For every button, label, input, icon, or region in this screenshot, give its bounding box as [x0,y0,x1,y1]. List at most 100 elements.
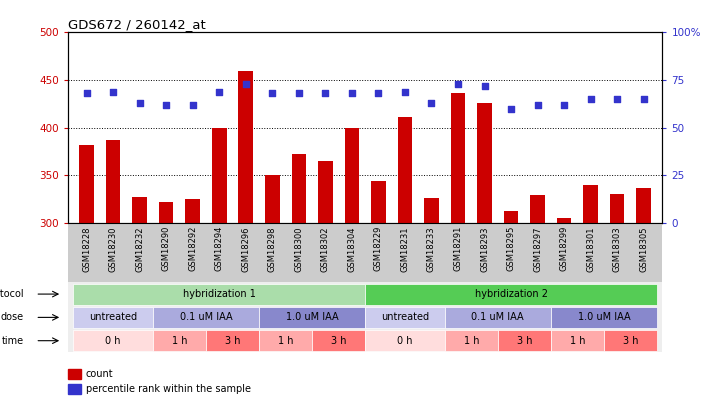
Text: GSM18305: GSM18305 [639,226,648,272]
Text: GSM18291: GSM18291 [453,226,463,271]
FancyBboxPatch shape [365,284,657,305]
Bar [504,211,518,223]
FancyBboxPatch shape [153,307,259,328]
Text: dose: dose [0,312,24,322]
Text: GSM18232: GSM18232 [135,226,144,272]
FancyBboxPatch shape [551,330,604,351]
Point [107,88,119,95]
Text: GSM18229: GSM18229 [374,226,383,271]
Bar [212,128,226,223]
Point [479,83,490,89]
Text: GSM18230: GSM18230 [109,226,117,272]
FancyBboxPatch shape [206,330,259,351]
Point [160,102,172,108]
Point [187,102,198,108]
Text: GSM18231: GSM18231 [400,226,410,272]
FancyBboxPatch shape [498,330,551,351]
Point [558,102,570,108]
Text: percentile rank within the sample: percentile rank within the sample [86,384,251,394]
Point [346,90,357,97]
Text: GSM18299: GSM18299 [560,226,569,271]
Bar [531,196,545,223]
Text: 1 h: 1 h [172,336,187,346]
Point [400,88,411,95]
Point [213,88,225,95]
Text: count: count [86,369,114,379]
Point [505,105,517,112]
FancyBboxPatch shape [73,284,365,305]
FancyBboxPatch shape [153,330,206,351]
FancyBboxPatch shape [365,330,445,351]
Text: 1.0 uM IAA: 1.0 uM IAA [578,312,630,322]
Bar [397,117,412,223]
Point [453,81,464,87]
FancyBboxPatch shape [551,307,657,328]
Text: hybridization 2: hybridization 2 [475,289,548,299]
Bar [106,140,120,223]
Point [319,90,331,97]
Point [81,90,92,97]
Point [240,81,251,87]
Text: 1 h: 1 h [278,336,294,346]
FancyBboxPatch shape [365,307,445,328]
Bar [185,199,200,223]
FancyBboxPatch shape [259,307,365,328]
Text: GSM18302: GSM18302 [321,226,330,272]
Bar [265,175,280,223]
Bar [557,218,571,223]
Text: 0.1 uM IAA: 0.1 uM IAA [180,312,232,322]
Text: GSM18304: GSM18304 [347,226,357,272]
Text: GSM18290: GSM18290 [162,226,170,271]
Text: GSM18228: GSM18228 [82,226,91,272]
Text: GSM18303: GSM18303 [613,226,621,272]
Text: time: time [1,336,24,346]
Bar [584,185,598,223]
Bar [610,194,624,223]
Text: 1.0 uM IAA: 1.0 uM IAA [286,312,339,322]
Point [293,90,304,97]
Text: GSM18233: GSM18233 [427,226,436,272]
Point [638,96,649,102]
Text: GSM18296: GSM18296 [241,226,251,272]
FancyBboxPatch shape [312,330,365,351]
Bar [450,94,465,223]
Bar [344,128,359,223]
Bar [79,145,94,223]
FancyBboxPatch shape [73,307,153,328]
FancyBboxPatch shape [73,330,153,351]
Text: GSM18292: GSM18292 [188,226,197,271]
Bar [291,154,306,223]
Text: 3 h: 3 h [623,336,638,346]
Text: 1 h: 1 h [570,336,585,346]
Bar [159,202,173,223]
Text: 0 h: 0 h [105,336,121,346]
Text: GDS672 / 260142_at: GDS672 / 260142_at [68,18,205,31]
Bar [478,103,492,223]
Text: protocol: protocol [0,289,24,299]
Bar [371,181,386,223]
Text: untreated: untreated [381,312,429,322]
Text: GSM18297: GSM18297 [533,226,542,272]
Bar [132,197,147,223]
Text: GSM18300: GSM18300 [294,226,304,272]
Text: GSM18295: GSM18295 [507,226,516,271]
Bar [238,70,253,223]
Bar [318,161,333,223]
Text: GSM18293: GSM18293 [480,226,489,272]
Point [266,90,278,97]
FancyBboxPatch shape [604,330,657,351]
Point [134,100,145,106]
Text: 3 h: 3 h [225,336,241,346]
Text: 3 h: 3 h [516,336,532,346]
Bar [637,188,651,223]
Text: 3 h: 3 h [331,336,347,346]
Text: 0 h: 0 h [397,336,412,346]
Bar [424,198,439,223]
FancyBboxPatch shape [259,330,312,351]
Point [373,90,384,97]
FancyBboxPatch shape [445,330,498,351]
Text: 0.1 uM IAA: 0.1 uM IAA [472,312,524,322]
FancyBboxPatch shape [445,307,551,328]
Text: untreated: untreated [89,312,137,322]
Text: GSM18294: GSM18294 [215,226,223,271]
